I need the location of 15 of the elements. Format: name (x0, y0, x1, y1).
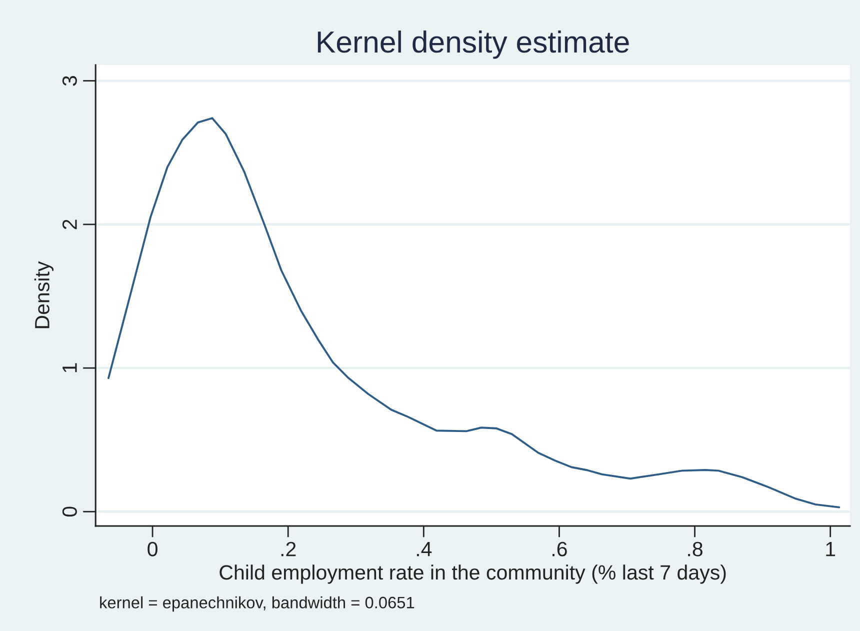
y-axis-title: Density (34, 261, 54, 328)
x-tick-label: 1 (826, 542, 836, 556)
x-axis-title: Child employment rate in the community (% last 7 days) (220, 564, 726, 584)
x-tick-label: .6 (552, 542, 567, 556)
x-tick-label: .2 (281, 542, 296, 556)
text: kernel = epanechnikov, bandwidth = 0.0651 (100, 596, 414, 612)
y-tick-label: 3 (62, 76, 77, 86)
chart-title: Kernel density estimate (318, 30, 629, 59)
x-tick-label: .8 (688, 542, 702, 556)
x-tick-label: 0 (148, 542, 158, 556)
line-series (108, 117, 840, 508)
x-tick-label: .4 (416, 542, 432, 556)
y-tick-label: 0 (62, 506, 77, 517)
y-tick-label: 1 (62, 363, 77, 372)
y-tick-label: 2 (62, 220, 77, 230)
